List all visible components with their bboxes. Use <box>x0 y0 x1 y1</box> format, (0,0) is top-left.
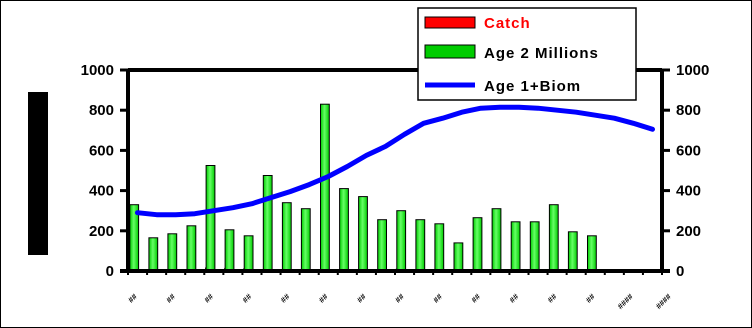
y-tick-label-left: 600 <box>89 142 114 159</box>
y-tick-label-left: 400 <box>89 183 114 200</box>
bar-age2 <box>453 242 464 272</box>
y-tick-label-right: 0 <box>676 263 684 280</box>
bar-age2 <box>186 225 197 272</box>
bar-age2 <box>300 208 311 272</box>
bar-age2 <box>396 210 407 272</box>
legend-label-age2: Age 2 Millions <box>484 45 599 62</box>
y-tick-label-left: 200 <box>89 223 114 240</box>
bar-age2 <box>281 202 292 272</box>
bar-age2 <box>567 231 578 272</box>
bar-age2 <box>320 103 330 272</box>
bar-age2 <box>224 229 235 272</box>
y-tick-label-right: 1000 <box>676 62 709 79</box>
y-tick-label-right: 200 <box>676 223 701 240</box>
y-tick-label-right: 400 <box>676 183 701 200</box>
y-tick-label-left: 1000 <box>81 62 114 79</box>
bar-age2 <box>529 221 540 272</box>
bar-age2 <box>510 221 521 272</box>
y-tick-label-left: 800 <box>89 102 114 119</box>
plot-area <box>127 68 663 272</box>
bar-age2 <box>587 235 597 272</box>
bar-age2 <box>415 219 426 272</box>
legend-item-age2: Age 2 Millions <box>424 44 599 62</box>
legend-item-biomass: Age 1+Biom <box>425 78 581 95</box>
y-axis-left: 0 200 400 600 800 1000 <box>81 62 130 280</box>
y-tick-label-left: 0 <box>106 263 114 280</box>
bar-age2 <box>262 175 273 272</box>
line-biomass <box>135 104 655 218</box>
bar-age2 <box>243 235 254 272</box>
legend-label-biomass: Age 1+Biom <box>484 78 581 95</box>
y-axis-right: 0 200 400 600 800 1000 <box>660 62 709 280</box>
bar-age2 <box>434 223 445 272</box>
y-tick-label-right: 800 <box>676 102 701 119</box>
left-axis-title-block <box>28 92 48 255</box>
bar-age2 <box>472 217 483 272</box>
legend-label-catch: Catch <box>484 15 531 32</box>
legend-swatch-catch <box>424 16 476 29</box>
bar-age2 <box>148 237 159 272</box>
bar-age2 <box>491 208 502 272</box>
legend-swatch-age2 <box>424 44 476 59</box>
y-tick-label-right: 600 <box>676 142 701 159</box>
bar-age2 <box>167 233 178 272</box>
bar-age2 <box>205 165 216 272</box>
bar-age2 <box>377 219 388 272</box>
bar-age2 <box>548 204 559 272</box>
bar-age2 <box>339 188 349 272</box>
legend: Catch Age 2 Millions Age 1+Biom <box>417 7 637 101</box>
bar-age2 <box>358 196 368 272</box>
legend-item-catch: Catch <box>424 15 531 32</box>
